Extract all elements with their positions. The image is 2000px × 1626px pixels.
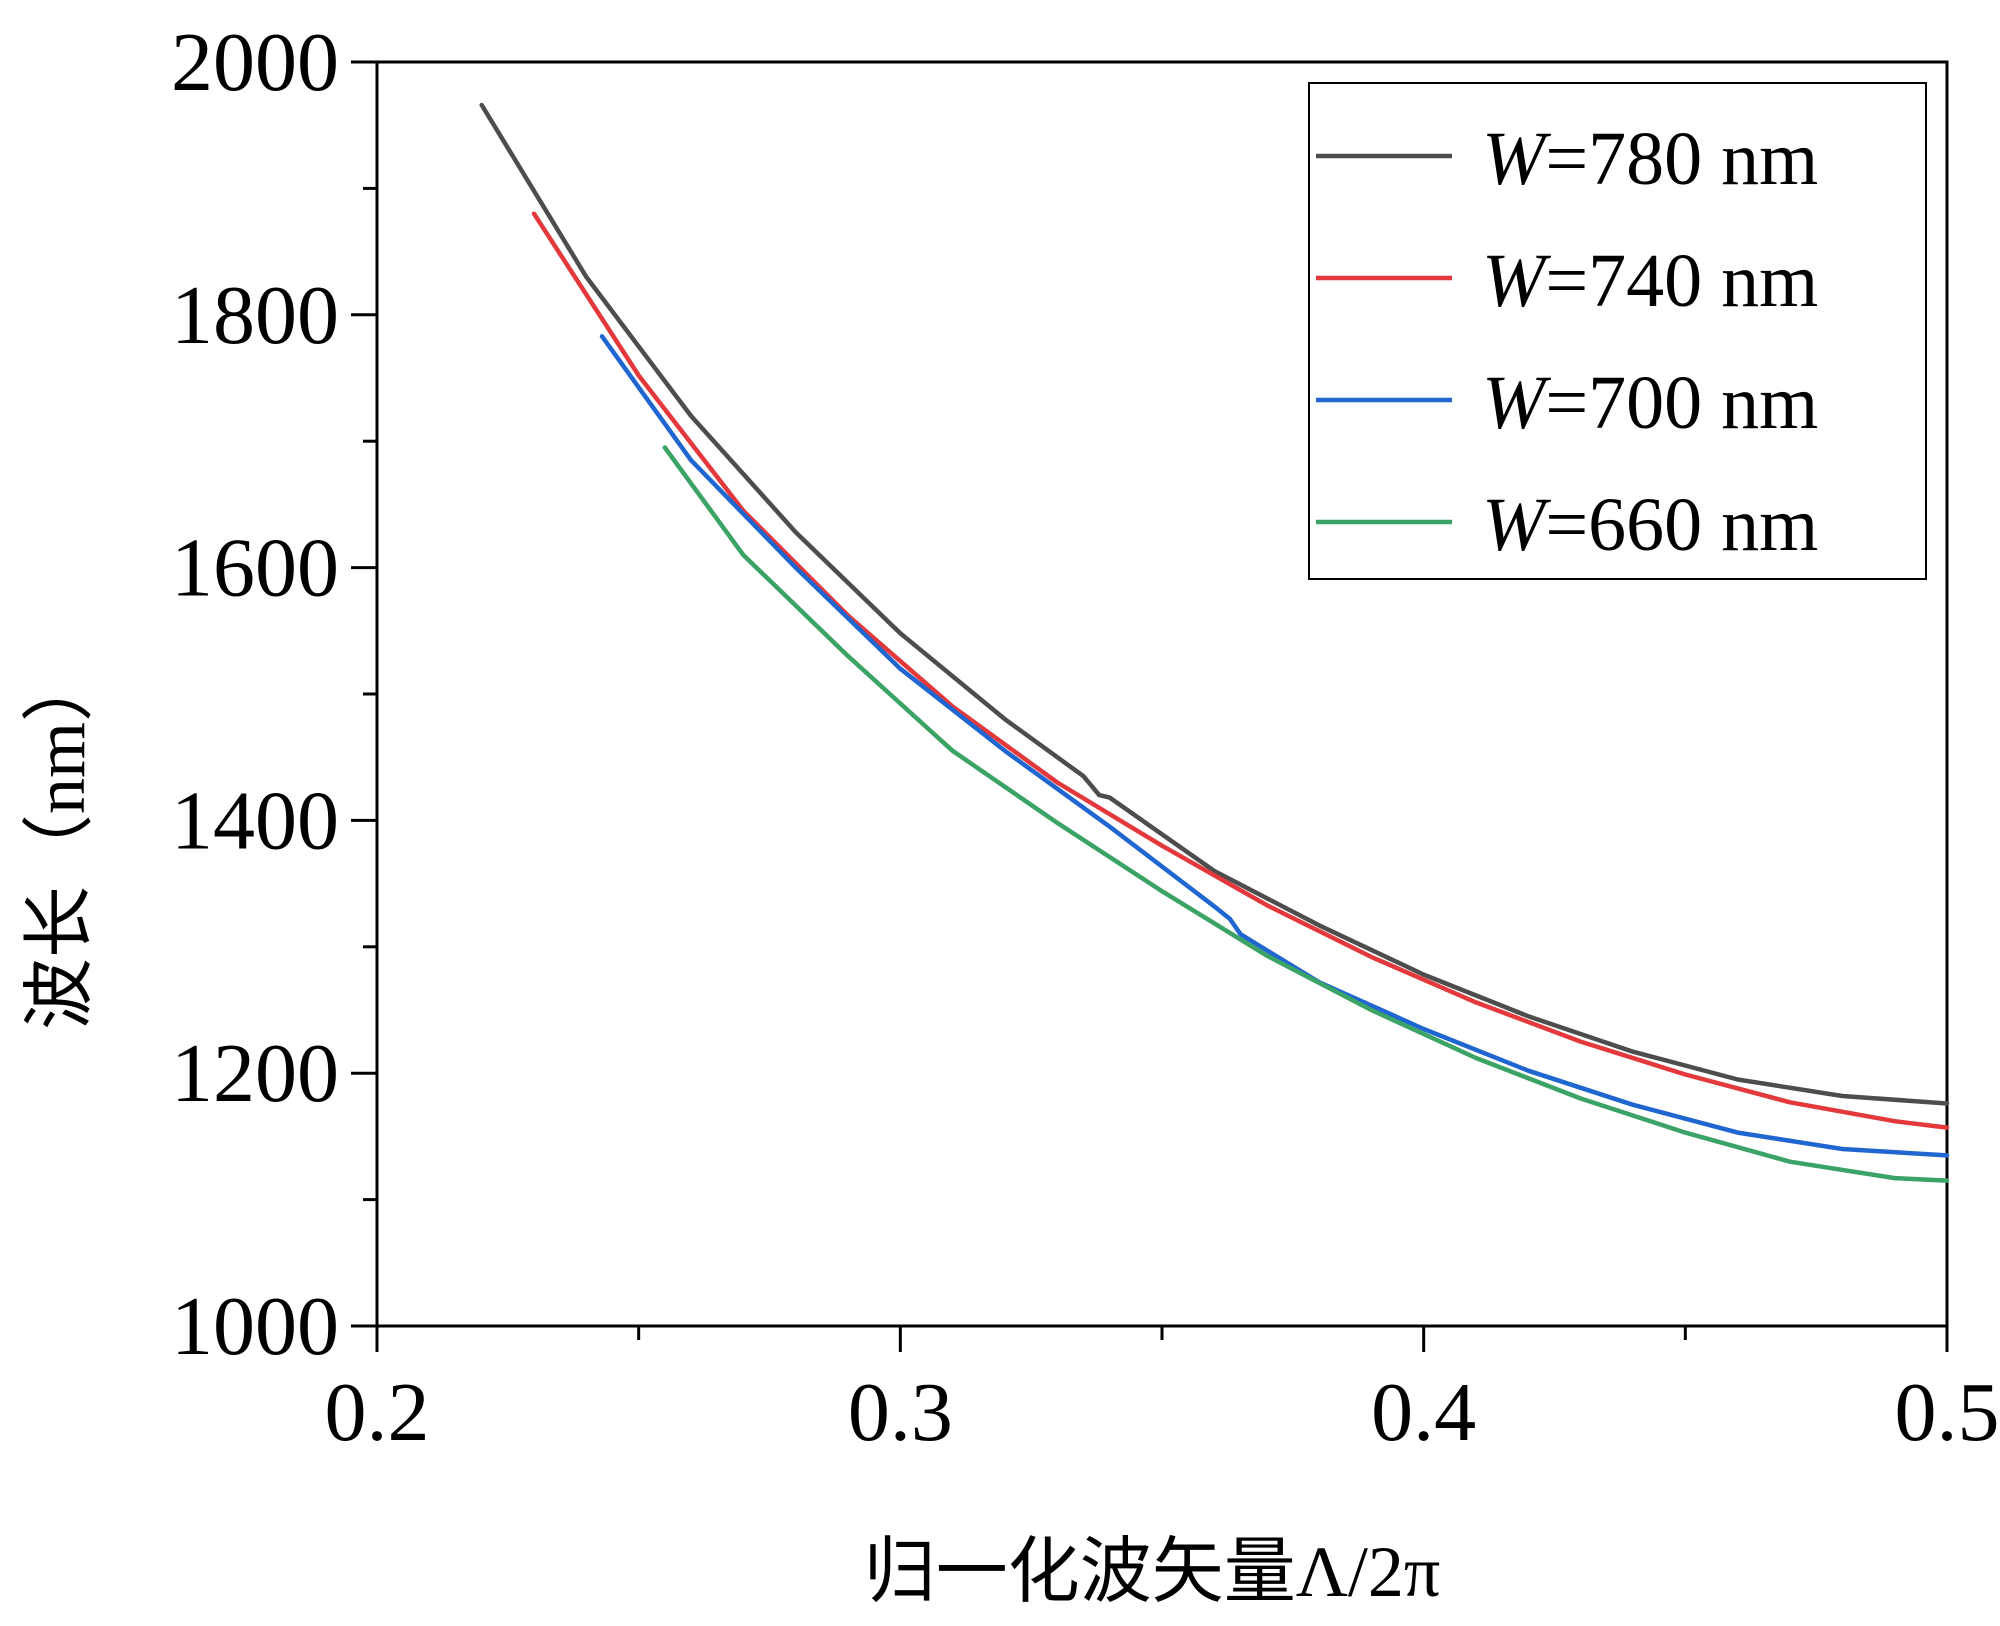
y-tick-label: 1800	[171, 269, 339, 362]
y-tick-label: 1200	[171, 1027, 339, 1120]
legend-box	[1308, 82, 1927, 580]
y-tick-label: 1000	[171, 1280, 339, 1373]
x-tick-label: 0.4	[1371, 1366, 1476, 1459]
x-tick-label: 0.3	[848, 1366, 953, 1459]
series-line	[479, 102, 1950, 1106]
y-tick-label: 1400	[171, 774, 339, 867]
series-line	[531, 211, 1950, 1130]
series-line	[599, 334, 1950, 1158]
series-line	[662, 445, 1950, 1183]
x-tick-label: 0.5	[1895, 1366, 2000, 1459]
y-tick-label: 1600	[171, 522, 339, 615]
axes-layer: 1000 1200 1400 1600 1800 2000 0.2 0.3 0.4 0.5	[171, 16, 2000, 1459]
legend-label: W=740 nm	[1482, 239, 1818, 323]
x-axis-title: 归一化波矢量Λ/2π	[864, 1532, 1441, 1612]
y-tick-label: 2000	[171, 16, 339, 109]
legend-label: W=700 nm	[1482, 361, 1818, 445]
series-layer	[479, 102, 1950, 1183]
legend-label: W=780 nm	[1482, 117, 1818, 201]
y-axis-title: 波长（nm）	[20, 650, 100, 1030]
x-tick-label: 0.2	[325, 1366, 430, 1459]
legend-label: W=660 nm	[1482, 483, 1818, 567]
legend: W=780 nm W=740 nm W=700 nm W=660 nm	[1308, 82, 1927, 580]
